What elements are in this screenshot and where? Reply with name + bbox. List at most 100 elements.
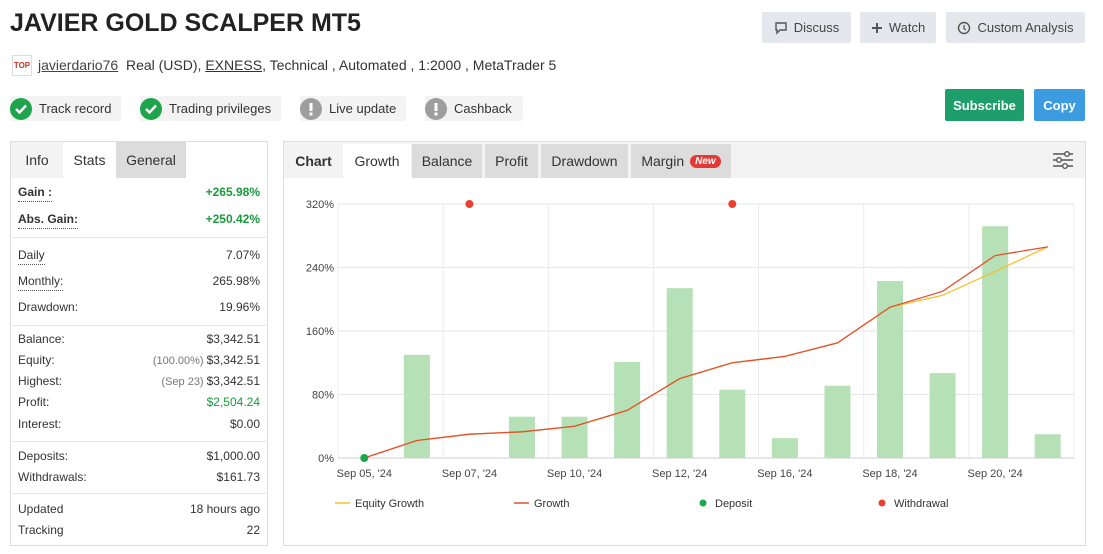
x-tick-label: Sep 18, '24 [862, 468, 917, 480]
stat-value-text: $1,000.00 [206, 449, 260, 463]
stat-label: Equity: [18, 353, 55, 367]
y-tick-label: 320% [306, 199, 334, 211]
button-label: Discuss [793, 20, 840, 35]
logo-text: TOP [13, 61, 31, 70]
settings-icon[interactable] [1052, 150, 1074, 170]
bar [719, 389, 746, 458]
tab-label: Balance [421, 153, 473, 169]
stat-row: Profit: $2,504.24 [18, 395, 260, 412]
stat-label: Balance: [18, 332, 65, 346]
stat-value-text: $2,504.24 [206, 395, 260, 409]
stat-value: 19.96% [219, 300, 260, 317]
status-icon [10, 97, 32, 120]
action-label: Subscribe [953, 97, 1016, 113]
stat-label: Highest: [18, 374, 63, 388]
bar [771, 438, 798, 458]
x-tick-label: Sep 16, '24 [757, 468, 812, 480]
stat-value-text: $3,342.51 [206, 332, 260, 346]
tab-label: Profit [495, 153, 528, 169]
chart: 0% 80% 160% 240% 320% Sep 05, '24 Sep 07, '24 S… [306, 199, 1075, 510]
stat-row: Withdrawals: $161.73 [18, 470, 260, 487]
chart-tab[interactable]: Profit [485, 144, 538, 178]
stat-value-text: +265.98% [205, 185, 260, 199]
stat-value: 265.98% [213, 274, 260, 291]
chart-tab[interactable]: Balance [412, 144, 482, 178]
stat-label: Gain : [18, 185, 53, 202]
legend-label: Withdrawal [894, 498, 948, 510]
stat-label: Drawdown: [18, 300, 79, 314]
stats-tab[interactable]: Stats [63, 142, 116, 178]
action-button[interactable]: Copy [1034, 89, 1085, 121]
separator [12, 493, 266, 494]
button-label: Watch [888, 20, 926, 35]
account-details: , Technical , Automated , 1:2000 , MetaT… [262, 57, 557, 73]
chart-tab[interactable]: Growth [343, 144, 411, 178]
stat-value-text: 7.07% [225, 248, 260, 262]
separator [12, 325, 266, 326]
x-tick-label: Sep 20, '24 [967, 468, 1022, 480]
tab-label: Margin [641, 153, 685, 169]
stat-value-text: $3,342.51 [206, 353, 260, 367]
action-button[interactable]: Subscribe [945, 89, 1024, 121]
tab-label: Drawdown [551, 153, 618, 169]
chart-tab[interactable]: Margin New [631, 144, 731, 178]
legend-label: Equity Growth [355, 498, 424, 510]
stat-value-text: 19.96% [219, 300, 260, 314]
stat-value: 7.07% [226, 248, 260, 265]
chart-tab[interactable]: Chart [285, 144, 342, 178]
header-button[interactable]: Custom Analysis [946, 12, 1085, 43]
y-tick-label: 80% [312, 390, 334, 402]
status-badge: Track record [10, 96, 121, 121]
status-icon [425, 97, 447, 120]
stat-label: Tracking [18, 523, 64, 537]
badge-label: Track record [39, 101, 112, 116]
button-icon [871, 22, 883, 34]
bar [824, 385, 851, 458]
stat-row: Monthly: 265.98% [18, 274, 260, 291]
stats-tab[interactable]: General [116, 142, 186, 178]
badge-label: Live update [329, 101, 397, 116]
point [465, 200, 474, 208]
account-line: javierdario76 Real (USD), EXNESS, Techni… [38, 57, 638, 75]
stat-row: Gain : +265.98% [18, 185, 260, 202]
status-icon [140, 97, 162, 120]
stat-value: $2,504.24 [207, 395, 260, 412]
new-badge: New [690, 154, 721, 168]
tab-label: Info [25, 152, 49, 168]
stat-note: (Sep 23) [161, 376, 204, 388]
stat-row: Daily 7.07% [18, 248, 260, 265]
stat-value-text: $3,342.51 [206, 374, 260, 388]
stats-panel [10, 141, 268, 546]
stat-value-text: 18 hours ago [189, 502, 260, 516]
account-broker[interactable]: EXNESS [205, 57, 263, 73]
stats-tab[interactable]: Info [11, 142, 63, 178]
separator [12, 237, 266, 238]
bar [666, 288, 693, 458]
chart-panel [283, 141, 1086, 546]
stat-label: Interest: [18, 417, 62, 431]
bar [877, 280, 903, 458]
stat-value-text: $0.00 [229, 417, 260, 431]
stat-value: 22 [247, 523, 260, 540]
legend-label: Deposit [715, 498, 752, 510]
status-badge: Live update [300, 96, 406, 121]
account-user[interactable]: javierdario76 [38, 57, 119, 73]
chart-tab[interactable]: Drawdown [541, 144, 628, 178]
stat-note: (100.00%) [152, 355, 204, 367]
header-button[interactable]: Discuss [762, 12, 851, 43]
header-button[interactable]: Watch [860, 12, 936, 43]
stat-value: $3,342.51 [207, 332, 260, 349]
legend-swatch [699, 499, 707, 507]
stat-value-text: 265.98% [212, 274, 260, 288]
account-details: Real (USD), [125, 57, 202, 73]
stat-row: Abs. Gain: +250.42% [18, 212, 260, 229]
x-tick-label: Sep 07, '24 [442, 468, 497, 480]
stat-value: (Sep 23) $3,342.51 [161, 374, 260, 391]
bar [929, 373, 956, 458]
y-tick-label: 240% [306, 263, 334, 275]
button-icon [774, 21, 788, 35]
status-badge: Cashback [425, 96, 523, 121]
bar [509, 416, 535, 458]
button-label: Custom Analysis [977, 20, 1074, 35]
